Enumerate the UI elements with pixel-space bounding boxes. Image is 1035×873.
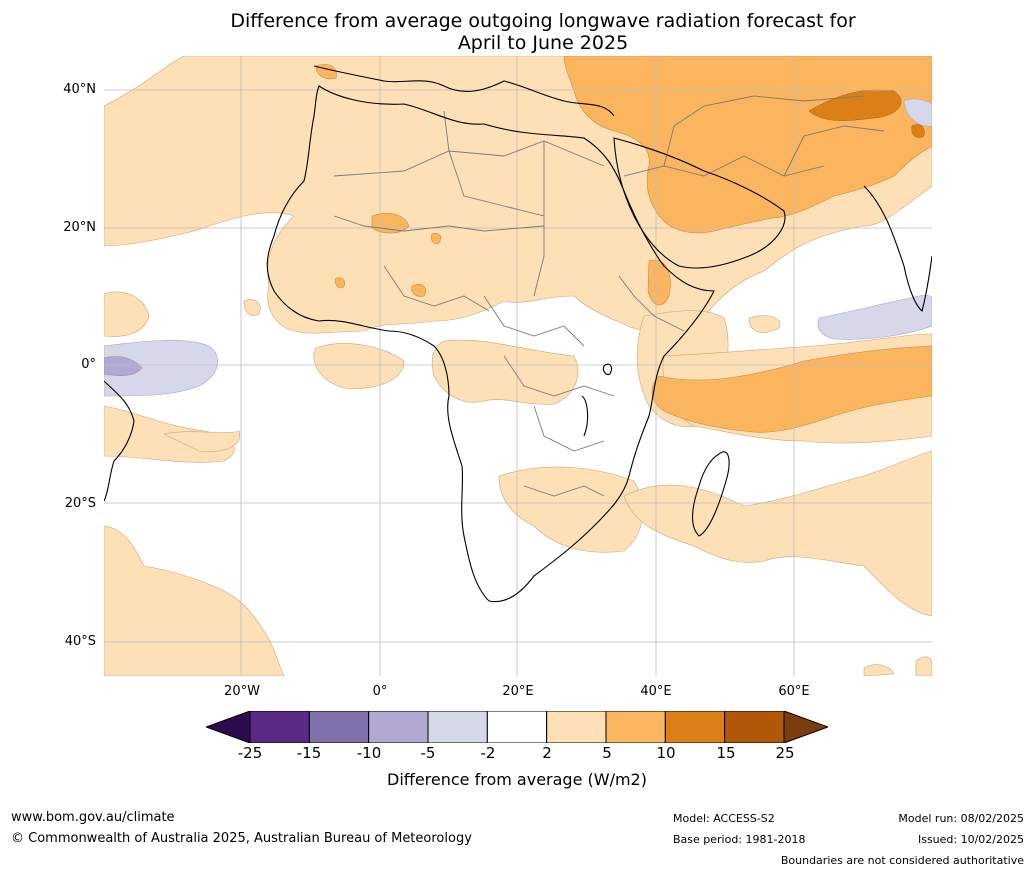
lon-label-40e: 40°E [640, 684, 672, 699]
colorbar-extend-high [783, 711, 828, 743]
lon-label-0: 0° [372, 684, 388, 699]
coastlines [104, 65, 932, 603]
lat-label-equator: 0° [81, 357, 96, 372]
colorbar-tick: -10 [356, 744, 382, 762]
colorbar-segment [249, 711, 310, 743]
map-title: Difference from average outgoing longwav… [0, 10, 1035, 54]
colorbar-tick: 2 [542, 744, 552, 762]
copyright-text: © Commonwealth of Australia 2025, Austra… [11, 831, 472, 846]
country-borders [333, 95, 885, 497]
colorbar-segment [546, 711, 607, 743]
lat-label-40s: 40°S [64, 634, 96, 649]
website-link[interactable]: www.bom.gov.au/climate [11, 810, 175, 825]
model-run-text: Model run: 08/02/2025 [898, 812, 1024, 825]
lat-label-40n: 40°N [63, 82, 96, 97]
colorbar-title: Difference from average (W/m2) [387, 770, 647, 789]
colorbar-tick: -25 [237, 744, 263, 762]
anomaly-minus-5-to-minus-2 [104, 98, 932, 397]
colorbar-segment [724, 711, 785, 743]
colorbar-tick: -2 [480, 744, 496, 762]
colorbar-segment [368, 711, 429, 743]
lon-label-20e: 20°E [502, 684, 534, 699]
colorbar-extend-low [206, 711, 251, 743]
colorbar-segment [486, 711, 548, 743]
colorbar-segment [308, 711, 370, 743]
issued-text: Issued: 10/02/2025 [917, 833, 1024, 846]
colorbar-tick: 10 [656, 744, 676, 762]
disclaimer-text: Boundaries are not considered authoritat… [780, 854, 1024, 867]
colorbar-tick: 15 [716, 744, 736, 762]
colorbar-segment [664, 711, 726, 743]
colorbar-segments [206, 711, 828, 743]
colorbar-segment [427, 711, 488, 743]
map-canvas [104, 56, 932, 676]
map-area [104, 56, 932, 676]
anomaly-minus-10-to-minus-5 [104, 356, 143, 376]
anomaly-10-to-15 [808, 89, 925, 138]
map-title-line-1: Difference from average outgoing longwav… [230, 10, 856, 32]
colorbar-tick: -15 [296, 744, 322, 762]
colorbar-tick: -5 [420, 744, 436, 762]
colorbar [206, 711, 828, 743]
base-period-text: Base period: 1981-2018 [673, 833, 806, 846]
colorbar-segment [605, 711, 666, 743]
map-title-line-2: April to June 2025 [457, 32, 629, 54]
lon-label-60e: 60°E [778, 684, 810, 699]
model-text: Model: ACCESS-S2 [673, 812, 775, 825]
colorbar-tick: 25 [775, 744, 795, 762]
lat-label-20n: 20°N [63, 220, 96, 235]
lat-label-20s: 20°S [64, 496, 96, 511]
lon-label-20w: 20°W [224, 684, 260, 699]
colorbar-tick: 5 [602, 744, 612, 762]
